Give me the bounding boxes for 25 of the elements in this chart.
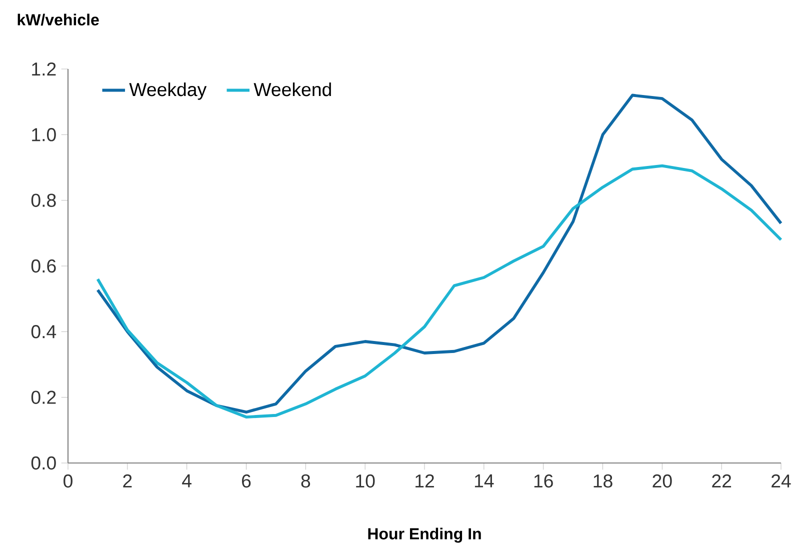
line-series xyxy=(96,164,782,418)
x-tick-label: 10 xyxy=(356,474,375,488)
y-axis-title: kW/vehicle xyxy=(18,14,99,26)
x-tick-label: 4 xyxy=(182,474,192,488)
legend-label: Weekday xyxy=(129,82,207,100)
x-tick-label: 24 xyxy=(772,474,791,488)
y-tick-label: 1.0 xyxy=(32,128,56,142)
y-tick-label: 0.4 xyxy=(31,325,56,338)
x-tick-label: 6 xyxy=(242,474,251,488)
x-tick-label: 18 xyxy=(594,474,612,488)
x-tick-label: 2 xyxy=(123,474,132,488)
y-tick-label: 0.8 xyxy=(31,194,56,207)
x-tick-label: 0 xyxy=(64,474,72,488)
x-tick-label: 14 xyxy=(474,474,494,488)
x-tick-label: 8 xyxy=(301,474,310,488)
y-tick-label: 0.6 xyxy=(31,259,56,273)
y-tick-label: 0.0 xyxy=(31,456,56,470)
legend-label: Weekend xyxy=(254,82,331,96)
y-tick-label: 0.2 xyxy=(31,390,56,404)
y-tick-label: 1.2 xyxy=(32,62,56,76)
x-tick-label: 12 xyxy=(416,474,434,488)
x-tick-label: 22 xyxy=(712,474,732,488)
x-tick-label: 16 xyxy=(534,474,553,488)
x-axis-title: Hour Ending In xyxy=(368,528,481,543)
x-tick-label: 20 xyxy=(652,474,672,488)
